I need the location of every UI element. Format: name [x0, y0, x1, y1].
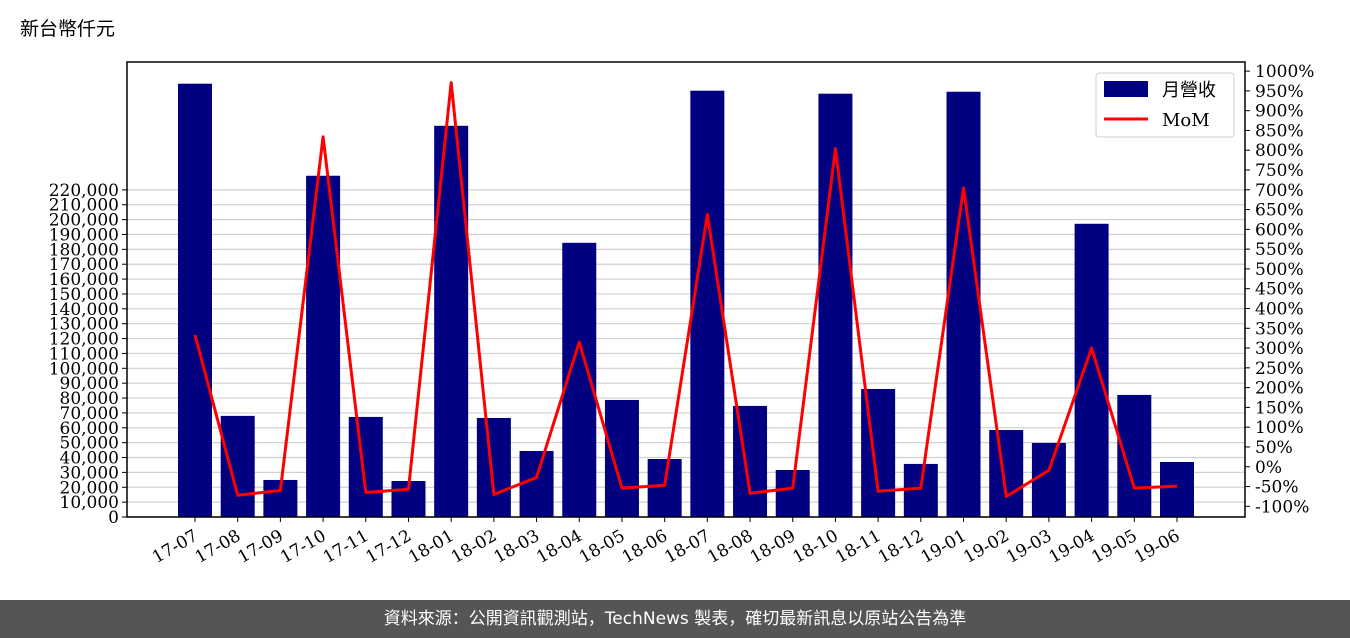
footer-source: 資料來源：公開資訊觀測站，TechNews 製表，確切最新訊息以原站公告為準 — [0, 600, 1350, 638]
right-tick-label: 300% — [1255, 339, 1304, 359]
left-tick-label: 40,000 — [60, 449, 119, 469]
left-tick-label: 20,000 — [60, 478, 119, 498]
left-tick-label: 80,000 — [60, 389, 119, 409]
bar-18-10 — [818, 93, 853, 517]
bar-19-04 — [1074, 223, 1109, 517]
bar-17-07 — [178, 83, 212, 517]
x-tick-label: 17-09 — [234, 526, 286, 568]
right-tick-label: 500% — [1255, 260, 1304, 280]
x-tick-label: 18-04 — [533, 526, 585, 568]
left-tick-label: 100,000 — [49, 359, 119, 379]
bar-17-11 — [348, 416, 383, 517]
x-tick-label: 19-03 — [1003, 526, 1055, 568]
right-tick-label: 950% — [1255, 82, 1304, 102]
left-tick-label: 0 — [108, 508, 119, 528]
left-tick-label: 70,000 — [60, 404, 119, 424]
x-tick-label: 19-06 — [1131, 526, 1183, 568]
right-tick-label: 450% — [1255, 280, 1304, 300]
bar-18-06 — [647, 459, 682, 517]
right-tick-label: 200% — [1255, 379, 1304, 399]
x-tick-label: 18-07 — [661, 526, 713, 568]
left-tick-label: 130,000 — [49, 315, 119, 335]
bar-17-08 — [220, 415, 255, 517]
left-tick-label: 150,000 — [49, 285, 119, 305]
x-tick-label: 18-01 — [405, 526, 457, 568]
x-tick-label: 18-02 — [448, 526, 500, 568]
right-tick-label: 900% — [1255, 102, 1304, 122]
x-tick-label: 18-05 — [576, 526, 628, 568]
left-tick-label: 10,000 — [60, 493, 119, 513]
legend-label-revenue: 月營收 — [1162, 80, 1216, 101]
right-tick-label: -50% — [1255, 478, 1299, 498]
x-tick-label: 18-03 — [491, 526, 543, 568]
bar-18-02 — [476, 417, 511, 517]
bar-18-03 — [519, 450, 554, 517]
x-tick-label: 19-05 — [1088, 526, 1140, 568]
bar-18-07 — [690, 90, 725, 517]
unit-label: 新台幣仟元 — [20, 18, 116, 40]
right-tick-label: 0% — [1255, 458, 1282, 478]
x-tick-label: 19-02 — [960, 526, 1012, 568]
x-tick-label: 17-07 — [149, 526, 201, 568]
x-tick-label: 18-09 — [747, 526, 799, 568]
right-tick-label: 1000% — [1255, 62, 1314, 82]
bar-19-03 — [1031, 442, 1066, 517]
right-tick-label: 650% — [1255, 201, 1304, 221]
left-tick-label: 180,000 — [49, 240, 119, 260]
left-tick-label: 90,000 — [60, 374, 119, 394]
right-tick-label: 750% — [1255, 161, 1304, 181]
left-tick-label: 210,000 — [49, 196, 119, 216]
left-tick-label: 60,000 — [60, 419, 119, 439]
right-tick-label: 400% — [1255, 299, 1304, 319]
x-tick-label: 19-04 — [1046, 526, 1098, 568]
x-tick-label: 18-06 — [619, 526, 671, 568]
legend-label-mom: MoM — [1162, 110, 1210, 131]
bar-18-05 — [604, 399, 639, 517]
x-tick-label: 17-08 — [192, 526, 244, 568]
right-tick-label: 100% — [1255, 418, 1304, 438]
left-tick-label: 170,000 — [49, 255, 119, 275]
left-tick-label: 30,000 — [60, 463, 119, 483]
x-tick-label: 18-12 — [875, 526, 927, 568]
right-tick-label: 350% — [1255, 319, 1304, 339]
x-tick-label: 18-11 — [832, 526, 884, 568]
left-tick-label: 200,000 — [49, 211, 119, 231]
chart: 010,00020,00030,00040,00050,00060,00070,… — [49, 61, 1314, 568]
right-tick-label: 150% — [1255, 398, 1304, 418]
left-tick-label: 110,000 — [49, 344, 119, 364]
mom-line — [193, 81, 1178, 498]
left-tick-label: 160,000 — [49, 270, 119, 290]
right-tick-label: 700% — [1255, 181, 1304, 201]
bar-19-05 — [1117, 394, 1152, 517]
left-tick-label: 50,000 — [60, 434, 119, 454]
x-tick-label: 19-01 — [918, 526, 970, 568]
x-tick-label: 18-10 — [789, 526, 841, 568]
legend-bar-swatch — [1104, 81, 1148, 97]
plot-frame — [126, 61, 1246, 518]
right-tick-label: -100% — [1255, 497, 1309, 517]
bar-19-01 — [946, 91, 981, 518]
right-tick-label: 50% — [1255, 438, 1293, 458]
bar-18-11 — [861, 388, 896, 517]
left-tick-label: 140,000 — [49, 300, 119, 320]
left-tick-label: 220,000 — [49, 181, 119, 201]
right-tick-label: 550% — [1255, 240, 1304, 260]
bar-19-06 — [1160, 461, 1194, 517]
bar-19-02 — [989, 430, 1024, 517]
x-tick-label: 18-08 — [704, 526, 756, 568]
right-tick-label: 250% — [1255, 359, 1304, 379]
left-tick-label: 120,000 — [49, 330, 119, 350]
right-tick-label: 850% — [1255, 121, 1304, 141]
left-tick-label: 190,000 — [49, 225, 119, 245]
right-tick-label: 800% — [1255, 141, 1304, 161]
x-tick-label: 17-10 — [277, 526, 329, 568]
right-tick-label: 600% — [1255, 220, 1304, 240]
x-tick-label: 17-12 — [363, 526, 415, 568]
x-tick-label: 17-11 — [320, 526, 372, 568]
